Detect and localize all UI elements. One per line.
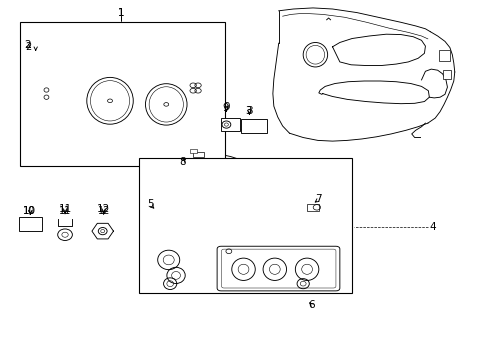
Text: 10: 10 bbox=[23, 206, 36, 216]
Text: 1: 1 bbox=[118, 8, 124, 18]
Bar bbox=[20, 22, 224, 166]
Text: 2: 2 bbox=[24, 40, 31, 50]
Bar bbox=[189, 149, 196, 153]
Bar bbox=[19, 217, 42, 231]
Bar bbox=[240, 119, 267, 133]
Bar bbox=[442, 70, 450, 79]
Text: 8: 8 bbox=[179, 157, 185, 167]
Text: 9: 9 bbox=[223, 103, 228, 113]
Text: 12: 12 bbox=[97, 206, 110, 216]
Text: 11: 11 bbox=[59, 206, 71, 216]
Text: 3: 3 bbox=[245, 106, 252, 116]
Bar bbox=[306, 204, 319, 211]
Text: 11: 11 bbox=[58, 204, 72, 214]
Text: 5: 5 bbox=[147, 199, 154, 210]
Text: 2: 2 bbox=[25, 42, 31, 52]
Bar bbox=[139, 158, 351, 293]
Text: 4: 4 bbox=[428, 222, 435, 232]
Text: 6: 6 bbox=[308, 300, 315, 310]
Text: 3: 3 bbox=[244, 105, 250, 116]
Bar bbox=[193, 152, 203, 157]
Bar bbox=[221, 118, 239, 131]
Text: 7: 7 bbox=[315, 194, 322, 204]
Text: 12: 12 bbox=[97, 204, 110, 214]
Text: 9: 9 bbox=[223, 102, 229, 112]
Bar bbox=[438, 50, 449, 61]
Text: 1: 1 bbox=[118, 8, 124, 18]
Text: 10: 10 bbox=[23, 206, 36, 216]
